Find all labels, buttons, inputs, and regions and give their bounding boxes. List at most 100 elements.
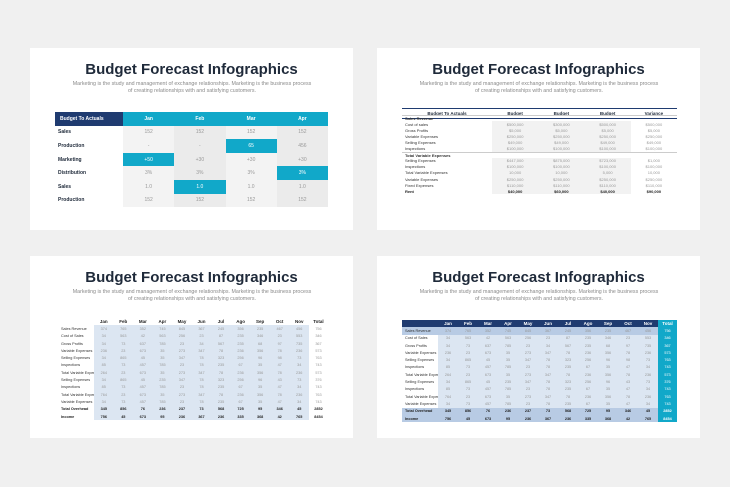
table-cell: 34 — [438, 400, 458, 408]
table-cell: 73 — [289, 376, 309, 384]
table-cell: +30 — [276, 152, 328, 167]
table-cell: 756 — [94, 412, 114, 421]
table-cell: $100,000 — [645, 146, 663, 152]
table-cell: 856 — [113, 405, 134, 413]
table-cell: 367 — [538, 414, 558, 423]
table-cell: 456 — [638, 327, 658, 335]
table-cell: 35 — [498, 392, 518, 401]
table-cell: 743 — [658, 400, 677, 408]
table-cell: 34 — [289, 361, 309, 370]
table-cell: 553 — [289, 332, 309, 340]
table-cell: 376 — [658, 378, 677, 386]
table-cell: 45 — [133, 354, 153, 362]
table-cell: 78 — [211, 347, 231, 355]
table-cell: 34 — [289, 398, 309, 406]
row-label: Gross Profits — [405, 343, 427, 348]
table-cell: 356 — [230, 325, 251, 333]
table-cell: $5,000 — [647, 127, 660, 133]
table-cell: 756 — [308, 325, 328, 333]
table-cell: 335 — [578, 414, 598, 423]
table-cell: 23 — [172, 398, 192, 406]
table-cell: 743 — [308, 398, 328, 406]
header-cell: Oct — [618, 320, 638, 328]
table-cell: 347 — [518, 378, 538, 386]
table-cell: 235 — [230, 332, 251, 340]
section-label: Sales Revenue — [402, 115, 677, 121]
header-cell: Feb — [119, 319, 128, 325]
table-cell: 78 — [269, 347, 290, 355]
slide-title: Budget Forecast Infographics — [432, 61, 645, 78]
table-cell: 568 — [558, 407, 578, 415]
table-cell: $110,000 — [645, 182, 663, 188]
section-label: Total Variable Expenses — [402, 151, 677, 158]
table-cell: - — [123, 139, 175, 153]
row-label: Production — [58, 197, 85, 204]
table-cell: $100,000 — [492, 163, 539, 170]
table-cell: 236 — [638, 392, 658, 401]
table-cell: 47 — [618, 400, 638, 408]
table-cell: 347 — [172, 376, 192, 384]
table-cell: 236 — [289, 369, 309, 377]
table-cell: 95 — [250, 405, 270, 413]
table-cell: 236 — [152, 405, 173, 413]
table-cell: 367 — [308, 339, 328, 348]
table-cell: 335 — [230, 412, 251, 421]
table-cell: 34 — [94, 339, 114, 348]
header-cell: Feb — [174, 112, 226, 126]
table-cell: 235 — [498, 378, 518, 386]
table-cell: 865 — [458, 378, 478, 386]
table-cell: 256 — [518, 334, 538, 342]
header-cell: Mar — [478, 320, 498, 328]
table-cell: $49,000 — [492, 139, 539, 146]
header-cell: Nov — [294, 319, 304, 325]
table-cell: 35 — [152, 369, 173, 377]
table-cell: 236 — [578, 392, 598, 401]
table-cell: $100,000 — [538, 145, 585, 152]
table-cell: 23 — [458, 392, 478, 401]
table-cell: $250,000 — [492, 133, 539, 140]
table-cell: 256 — [578, 378, 598, 386]
header-cell: Nov — [638, 320, 658, 328]
table-cell: 236 — [289, 390, 309, 399]
table-cell: 96 — [250, 354, 270, 362]
table-cell: 34 — [94, 376, 114, 384]
table-cell: 236 — [518, 414, 538, 423]
header-cell: Jan — [123, 112, 175, 126]
table-cell: 35 — [498, 349, 518, 357]
header-cell: May — [177, 319, 187, 325]
table-cell: 673 — [478, 414, 498, 423]
table-cell: $500,000 — [645, 121, 663, 127]
table-cell: 73 — [113, 339, 134, 348]
table-cell: $500,000 — [492, 121, 539, 128]
row-label: Gross Profits — [61, 341, 83, 346]
table-cell: 23 — [172, 383, 192, 391]
row-label: Sales Revenue — [61, 326, 87, 331]
slide-title: Budget Forecast Infographics — [432, 269, 645, 286]
table-cell: 2852 — [308, 405, 328, 413]
table-cell: 245 — [558, 327, 578, 335]
table-cell: 237 — [518, 407, 538, 415]
row-label: Income — [402, 414, 438, 423]
table-cell: $40,000 — [584, 188, 631, 195]
table-cell: 236 — [172, 412, 192, 421]
table-cell: 573 — [658, 371, 677, 379]
table-cell: 236 — [94, 347, 114, 355]
table-cell: 34 — [638, 385, 658, 393]
table-cell: 323 — [211, 376, 231, 384]
table-cell: 152 — [123, 193, 175, 208]
table-cell: 23 — [172, 339, 192, 348]
table-cell: 235 — [578, 334, 598, 342]
table-cell: 553 — [638, 334, 658, 342]
table-cell: 45 — [478, 378, 498, 386]
table-cell: 34 — [638, 400, 658, 408]
table-cell: $250,000 — [645, 176, 663, 182]
table-cell: 273 — [172, 347, 192, 355]
table-cell: 95 — [498, 414, 518, 423]
table-cell: 34 — [289, 383, 309, 391]
table-cell: 356 — [598, 392, 618, 401]
table-cell: 73 — [113, 361, 134, 370]
table-cell: 237 — [172, 405, 192, 413]
table-cell: 45 — [478, 356, 498, 364]
table-cell: 756 — [658, 327, 677, 335]
table-cell: 725 — [230, 405, 251, 413]
